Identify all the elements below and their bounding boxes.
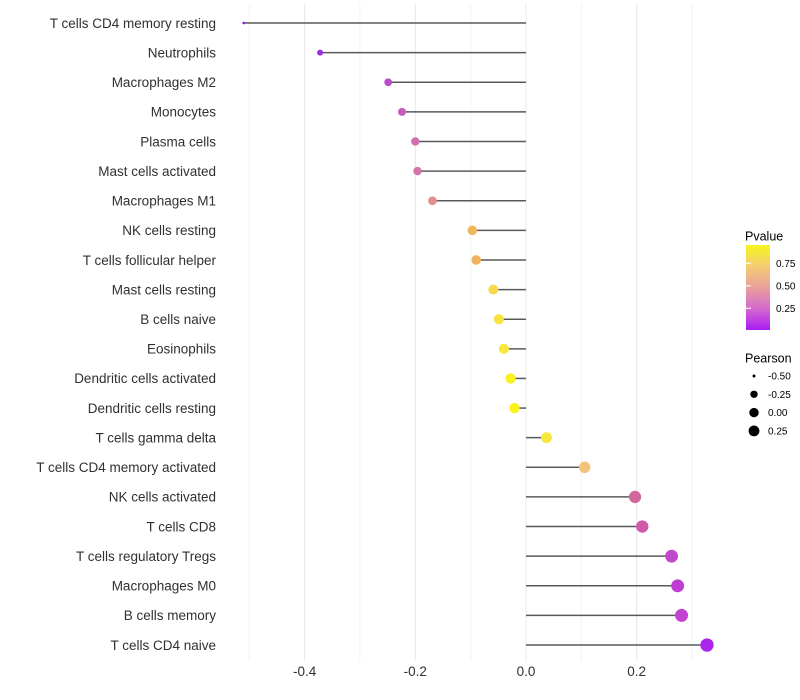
lollipop-dot (498, 343, 509, 354)
y-axis-label: NK cells activated (109, 490, 216, 505)
lollipop-row: Macrophages M1 (112, 194, 526, 209)
lollipop-dot (541, 432, 552, 444)
lollipop-row: NK cells activated (109, 490, 642, 505)
pvalue-legend-title: Pvalue (745, 230, 783, 244)
x-axis-tick-label: -0.4 (293, 664, 317, 679)
lollipop-row: T cells regulatory Tregs (76, 549, 678, 564)
pvalue-tick-label: 0.50 (776, 281, 796, 292)
lollipop-dot (317, 49, 324, 56)
lollipop-dot (493, 314, 504, 325)
y-axis-label: NK cells resting (122, 223, 216, 238)
lollipop-row: T cells CD4 naive (110, 638, 714, 653)
pvalue-tick-label: 0.75 (776, 259, 796, 270)
lollipop-row: Neutrophils (148, 45, 526, 60)
lollipop-row: T cells follicular helper (83, 253, 526, 268)
x-axis-tick-label: -0.2 (404, 664, 427, 679)
lollipop-row: Mast cells activated (98, 164, 526, 179)
lollipop-dot (428, 196, 437, 206)
y-axis-label: T cells follicular helper (83, 253, 217, 268)
pvalue-tick-label: 0.25 (776, 304, 796, 315)
lollipop-dot (467, 225, 478, 236)
pearson-size-dot (750, 390, 758, 398)
x-axis-tick-label: 0.0 (517, 664, 536, 679)
lollipop-row: Plasma cells (140, 134, 526, 149)
y-axis-label: Macrophages M2 (112, 75, 216, 90)
pearson-size-dot (752, 374, 756, 378)
y-axis-label: T cells CD4 memory resting (50, 16, 216, 31)
lollipop-dot (628, 490, 642, 504)
y-axis-label: T cells regulatory Tregs (76, 549, 216, 564)
lollipop-row: Mast cells resting (112, 282, 526, 297)
y-axis-label: Neutrophils (148, 45, 217, 60)
lollipop-row: Dendritic cells activated (74, 371, 526, 386)
y-axis-label: T cells CD8 (146, 519, 216, 534)
y-axis-label: B cells memory (124, 608, 217, 623)
lollipop-dot (471, 255, 482, 265)
lollipop-row: T cells CD4 memory activated (36, 460, 591, 475)
legend-panel: Pvalue 0.75 0.50 0.25 Pearson -0.50 -0.25 0.00 0… (745, 230, 796, 438)
lollipop-dot (505, 373, 516, 384)
pvalue-gradient-bar (746, 245, 770, 330)
pearson-legend-title: Pearson (745, 352, 792, 366)
lollipop-dot (413, 166, 422, 176)
y-axis-label: Dendritic cells activated (74, 371, 216, 386)
lollipop-row: B cells memory (124, 608, 689, 623)
y-axis-label: Monocytes (151, 105, 217, 120)
lollipop-dot (675, 608, 689, 622)
pearson-size-dot (748, 425, 760, 437)
lollipop-row: Eosinophils (147, 342, 526, 357)
y-axis-label: Macrophages M0 (112, 579, 216, 594)
lollipop-dot (384, 78, 393, 87)
lollipop-row: T cells gamma delta (95, 431, 552, 446)
x-axis-tick-label: 0.2 (627, 664, 646, 679)
y-axis-label: B cells naive (140, 312, 216, 327)
y-axis-label: Eosinophils (147, 342, 216, 357)
lollipop-row: Monocytes (151, 105, 526, 120)
lollipop-dot (578, 461, 591, 474)
pearson-size-label: -0.25 (768, 390, 791, 401)
y-axis-label: Plasma cells (140, 134, 216, 149)
lollipop-dot (242, 21, 246, 25)
lollipop-dot (397, 107, 407, 116)
y-axis-label: Mast cells resting (112, 282, 216, 297)
y-axis-label: T cells CD4 naive (110, 638, 216, 653)
pearson-size-label: -0.50 (768, 372, 791, 383)
pearson-size-label: 0.00 (768, 408, 788, 419)
y-axis-label: T cells gamma delta (95, 431, 216, 446)
y-axis-label: Dendritic cells resting (88, 401, 216, 416)
lollipop-dot (665, 549, 678, 563)
lollipop-dot (636, 520, 649, 533)
lollipop-row: B cells naive (140, 312, 526, 327)
y-axis-label: T cells CD4 memory activated (36, 460, 216, 475)
lollipop-dot (411, 137, 420, 146)
lollipop-row: NK cells resting (122, 223, 526, 238)
lollipop-dot (671, 579, 685, 593)
y-axis-label: Mast cells activated (98, 164, 216, 179)
y-axis-label: Macrophages M1 (112, 194, 216, 209)
lollipop-dot (488, 284, 499, 295)
pearson-size-dot (749, 407, 759, 418)
lollipop-row: Dendritic cells resting (88, 401, 526, 416)
lollipop-dot (700, 638, 714, 652)
lollipop-row: Macrophages M0 (112, 579, 685, 594)
lollipop-row: Macrophages M2 (112, 75, 526, 90)
lollipop-row: T cells CD4 memory resting (50, 16, 526, 31)
lollipop-dot (509, 402, 520, 414)
pearson-size-label: 0.25 (768, 426, 788, 437)
lollipop-row: T cells CD8 (146, 519, 649, 534)
